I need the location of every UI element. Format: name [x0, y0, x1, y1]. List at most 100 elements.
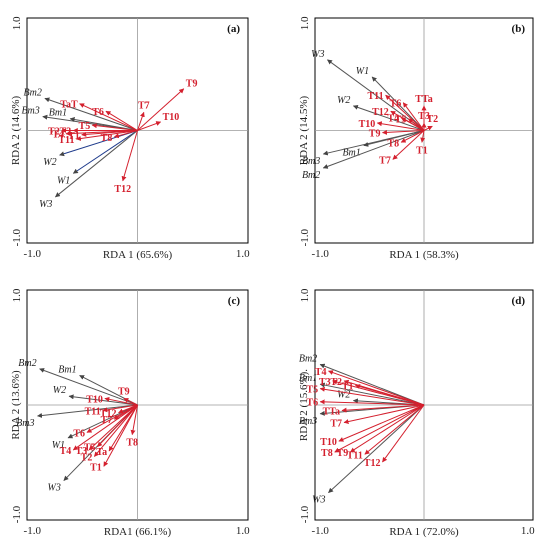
species-label: Bm2 — [299, 353, 317, 364]
variable-arrow — [86, 404, 138, 433]
x-axis-label: RDA 1 (65.6%) — [103, 249, 173, 261]
species-label: W2 — [53, 385, 66, 396]
variable-label: T1 — [68, 131, 80, 142]
species-arrow — [327, 59, 425, 131]
x-axis-label: RDA1 (66.1%) — [104, 526, 172, 538]
variable-label: T2 — [48, 127, 60, 138]
variable-label: T2 — [81, 452, 93, 463]
variable-arrow — [113, 130, 138, 139]
variable-arrow — [130, 404, 138, 436]
species-label: W3 — [312, 495, 325, 506]
x-tick-label: 1.0 — [236, 525, 250, 537]
species-arrow — [55, 130, 138, 198]
variable-label: Ta — [96, 447, 107, 458]
variable-arrow — [137, 111, 145, 131]
panel-label: (b) — [512, 23, 526, 35]
species-arrow — [328, 404, 425, 493]
species-label: W1 — [356, 66, 369, 77]
variable-label: T6 — [307, 398, 319, 409]
variable-arrow — [420, 130, 426, 143]
x-tick-label: -1.0 — [24, 525, 42, 537]
variable-arrow — [400, 130, 425, 143]
species-label: Bm3 — [16, 418, 34, 429]
variable-label: T8 — [126, 438, 138, 449]
x-tick-label: -1.0 — [311, 525, 329, 537]
variable-arrow — [105, 110, 138, 131]
variable-label: T4 — [387, 114, 399, 125]
variable-label: T4 — [52, 130, 64, 141]
variable-arrow — [72, 404, 138, 451]
species-label: Bm2 — [302, 170, 320, 181]
y-tick-label: -1.0 — [299, 505, 311, 523]
variable-arrow — [93, 404, 138, 457]
x-tick-label: -1.0 — [24, 248, 42, 260]
species-arrow — [371, 76, 425, 131]
variable-label: T3 — [319, 377, 331, 388]
variable-label: TaT — [60, 100, 78, 111]
x-axis-label: RDA 1 (58.3%) — [389, 249, 459, 261]
variable-label: T1 — [342, 381, 354, 392]
variable-arrow — [400, 117, 425, 131]
y-tick-label: 1.0 — [299, 288, 311, 302]
variable-label: T12 — [372, 107, 389, 118]
variable-arrow — [382, 404, 425, 463]
variable-arrow — [137, 88, 185, 131]
variable-arrow — [402, 102, 425, 131]
variable-arrow — [81, 130, 138, 137]
variable-label: T12 — [100, 409, 117, 420]
variable-arrow — [349, 404, 425, 453]
variable-label: T12 — [364, 458, 381, 469]
variable-label: T2 — [330, 377, 342, 388]
variable-label: T4 — [315, 367, 327, 378]
variable-label: T8 — [387, 138, 399, 149]
variable-arrow — [97, 404, 138, 447]
variable-arrow — [123, 397, 138, 406]
panel-label: (a) — [227, 23, 240, 35]
species-arrow — [68, 394, 138, 406]
variable-label: T6 — [390, 99, 402, 110]
variable-label: T7 — [330, 419, 342, 430]
variable-label: T11 — [85, 406, 101, 417]
rda-panel-a: -1.0 1.0 -1.0 1.0 RDA 1 (65.6%) RDA 2 (14.6%)… — [10, 16, 250, 261]
panel-label: (c) — [228, 295, 241, 307]
species-arrow — [319, 363, 425, 406]
species-label: Bm3 — [21, 106, 39, 117]
species-label: Bm1 — [342, 148, 360, 159]
variable-arrow — [392, 130, 425, 160]
variable-arrow — [343, 404, 425, 425]
y-axis-label: RDA 2 (14.5%) — [298, 95, 310, 165]
species-label: Bm1 — [299, 373, 317, 384]
variable-label: T3 — [75, 446, 87, 457]
variable-label: T9 — [118, 386, 130, 397]
x-tick-label: -1.0 — [311, 248, 329, 260]
variable-label: T11 — [347, 450, 363, 461]
rda-panel-c: -1.0 1.0 -1.0 1.0 RDA1 (66.1%) RDA 2 (13.6%) (… — [10, 288, 250, 538]
y-tick-label: -1.0 — [11, 228, 23, 246]
variable-arrow — [104, 396, 138, 406]
variable-label: T12 — [114, 184, 131, 195]
variable-arrow — [334, 404, 425, 453]
species-arrow — [39, 368, 138, 406]
species-label: W2 — [337, 95, 350, 106]
variable-label: T5 — [79, 121, 91, 132]
variable-arrow — [338, 404, 425, 442]
species-arrow — [69, 117, 138, 131]
variable-label: T9 — [337, 448, 349, 459]
species-arrow — [67, 404, 138, 439]
y-axis-label: RDA 2 (15.6%). — [298, 369, 310, 441]
variable-arrow — [103, 404, 138, 467]
species-label: W2 — [337, 390, 350, 401]
variable-label: T6 — [73, 428, 85, 439]
species-label: W1 — [57, 175, 70, 186]
variable-label: T2 — [426, 114, 438, 125]
x-tick-label: 1.0 — [236, 248, 250, 260]
species-arrow — [319, 382, 425, 406]
variable-label: T7 — [379, 155, 391, 166]
species-label: Bm2 — [18, 358, 36, 369]
variable-arrow — [381, 129, 425, 135]
variable-arrow — [364, 404, 425, 455]
variable-label: T10 — [86, 394, 103, 405]
variable-label: T10 — [359, 119, 376, 130]
variable-arrow — [137, 121, 162, 131]
